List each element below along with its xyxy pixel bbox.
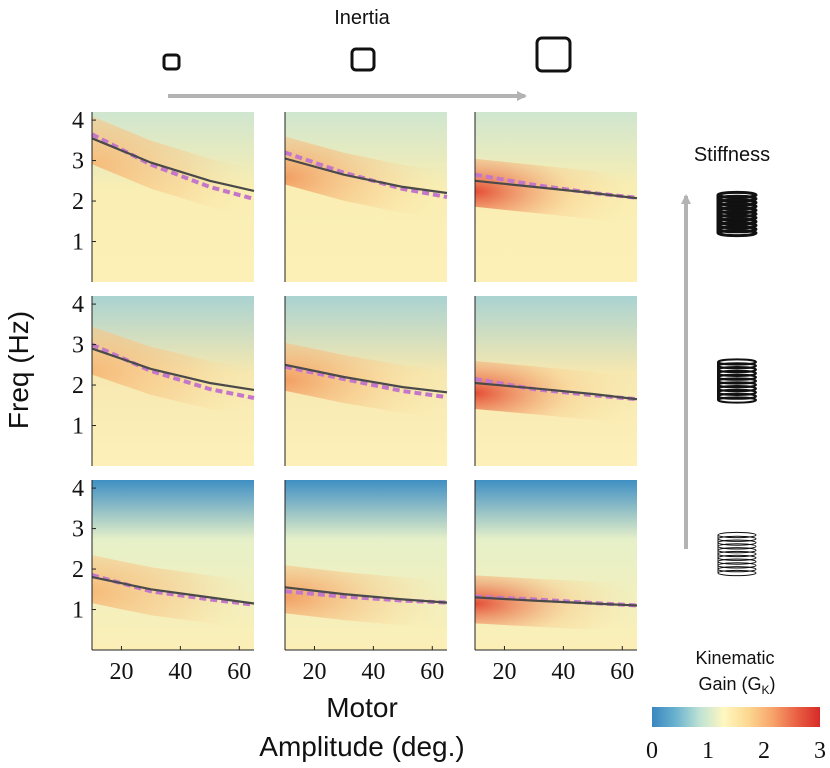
measured-curve-solid xyxy=(91,137,255,192)
colorbar-tick-label: 0 xyxy=(646,738,658,764)
measured-curve-solid xyxy=(284,157,448,195)
model-curve-dashed xyxy=(284,364,448,400)
x-tick-label: 60 xyxy=(420,659,444,685)
panel-r2-c2: 20 40 60 xyxy=(474,480,638,685)
y-tick-label: 3 xyxy=(72,149,84,175)
colorbar-title-line2: Gain (GK) xyxy=(698,674,775,697)
y-tick-label: 4 xyxy=(72,108,84,134)
x-tick-label: 20 xyxy=(302,659,326,685)
y-tick-label: 2 xyxy=(72,373,84,399)
y-axis-label: Freq (Hz) xyxy=(3,311,34,429)
x-tick-label: 40 xyxy=(361,659,385,685)
measured-curve-solid xyxy=(474,381,638,401)
panel-r1-c2 xyxy=(474,296,638,466)
x-tick-label: 60 xyxy=(610,659,634,685)
inertia-small-icon xyxy=(162,53,181,71)
gain-band xyxy=(285,136,447,219)
y-tick-label: 1 xyxy=(72,598,84,624)
panel-r0-c0: 1 2 3 4 xyxy=(72,108,255,282)
panel-r1-c0: 1 2 3 4 xyxy=(72,292,255,466)
panel-r2-c0: 1 2 3 4 20 40 60 xyxy=(72,476,255,685)
spring-stiff-icon xyxy=(716,190,758,238)
colorbar xyxy=(652,707,820,727)
model-curve-dashed xyxy=(91,342,255,400)
x-axis-label-line1: Motor xyxy=(326,692,398,723)
y-tick-label: 3 xyxy=(72,333,84,359)
inertia-label: Inertia xyxy=(334,7,390,29)
y-tick-label: 2 xyxy=(72,189,84,215)
x-tick-label: 40 xyxy=(551,659,575,685)
x-tick-label: 40 xyxy=(168,659,192,685)
gain-band xyxy=(475,575,637,632)
panel-r0-c1 xyxy=(284,112,448,282)
colorbar-title-line1: Kinematic xyxy=(695,648,774,668)
panel-r1-c1 xyxy=(284,296,448,466)
inertia-medium-icon xyxy=(350,47,376,72)
panel-r0-c2 xyxy=(474,112,638,282)
y-tick-label: 4 xyxy=(72,292,84,318)
measured-curve-solid xyxy=(91,576,255,605)
colorbar-tick-label: 3 xyxy=(814,738,826,764)
y-tick-label: 4 xyxy=(72,476,84,502)
colorbar-title-gain: Gain (G xyxy=(698,674,761,694)
colorbar-title-sub: K xyxy=(762,683,770,697)
y-tick-label: 3 xyxy=(72,517,84,543)
x-tick-label: 20 xyxy=(109,659,133,685)
inertia-large-icon xyxy=(535,36,572,73)
colorbar-title-close: ) xyxy=(770,674,776,694)
x-tick-label: 20 xyxy=(492,659,516,685)
colorbar-tick-label: 1 xyxy=(702,738,714,764)
y-tick-label: 2 xyxy=(72,557,84,583)
y-tick-label: 1 xyxy=(72,230,84,256)
measured-curve-solid xyxy=(474,596,638,607)
x-axis-label-line2: Amplitude (deg.) xyxy=(259,731,464,762)
colorbar-tick-label: 2 xyxy=(758,738,770,764)
y-tick-label: 1 xyxy=(72,414,84,440)
measured-curve-solid xyxy=(284,363,448,394)
gain-band xyxy=(92,116,254,217)
measured-curve-solid xyxy=(474,179,638,200)
spring-medium-icon xyxy=(717,358,757,404)
model-curve-dashed xyxy=(91,573,255,607)
model-curve-dashed xyxy=(284,589,448,605)
measured-curve-solid xyxy=(91,347,255,391)
panel-r2-c1: 20 40 60 xyxy=(284,480,448,685)
stiffness-label: Stiffness xyxy=(694,144,770,166)
x-tick-label: 60 xyxy=(227,659,251,685)
measured-curve-solid xyxy=(284,586,448,604)
spring-soft-icon xyxy=(717,531,757,577)
gain-band xyxy=(475,158,637,225)
gain-band xyxy=(92,326,254,416)
